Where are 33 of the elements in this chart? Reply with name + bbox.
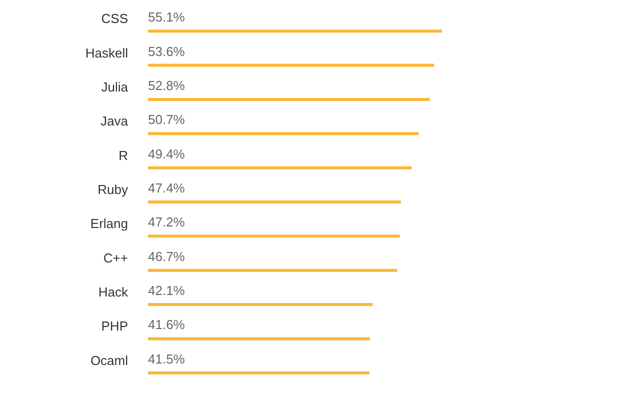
- bar: [148, 132, 419, 136]
- data-label: 41.5%: [148, 351, 186, 366]
- y-tick-label: Julia: [101, 79, 129, 94]
- y-tick-label: Haskell: [85, 45, 128, 60]
- y-tick-label: PHP: [101, 318, 128, 334]
- y-tick-label: Erlang: [90, 216, 128, 232]
- bar: [148, 268, 398, 272]
- y-tick-label: C++: [103, 250, 128, 266]
- y-tick-label: Hack: [98, 284, 128, 300]
- bar: [148, 98, 430, 101]
- y-tick-label: R: [118, 148, 128, 163]
- data-label: 53.6%: [148, 44, 186, 59]
- bar: [148, 200, 401, 204]
- data-label: 50.7%: [148, 112, 186, 128]
- bar: [148, 371, 370, 374]
- bar: [148, 30, 442, 33]
- data-label: 41.6%: [148, 317, 186, 332]
- y-tick-label: CSS: [101, 11, 128, 26]
- bar: [148, 64, 434, 67]
- bar: [148, 337, 370, 340]
- bar: [148, 303, 373, 306]
- data-label: 47.4%: [148, 180, 186, 196]
- data-label: 49.4%: [148, 146, 186, 162]
- data-label: 52.8%: [148, 78, 186, 93]
- data-label: 55.1%: [148, 10, 186, 25]
- y-tick-label: Ruby: [98, 182, 128, 197]
- data-label: 47.2%: [148, 214, 186, 230]
- bar: [148, 234, 400, 238]
- y-tick-label: Ocaml: [90, 352, 128, 368]
- bar: [148, 166, 412, 170]
- y-tick-label: Java: [100, 114, 129, 129]
- data-label: 42.1%: [148, 283, 186, 298]
- data-label: 46.7%: [148, 248, 186, 264]
